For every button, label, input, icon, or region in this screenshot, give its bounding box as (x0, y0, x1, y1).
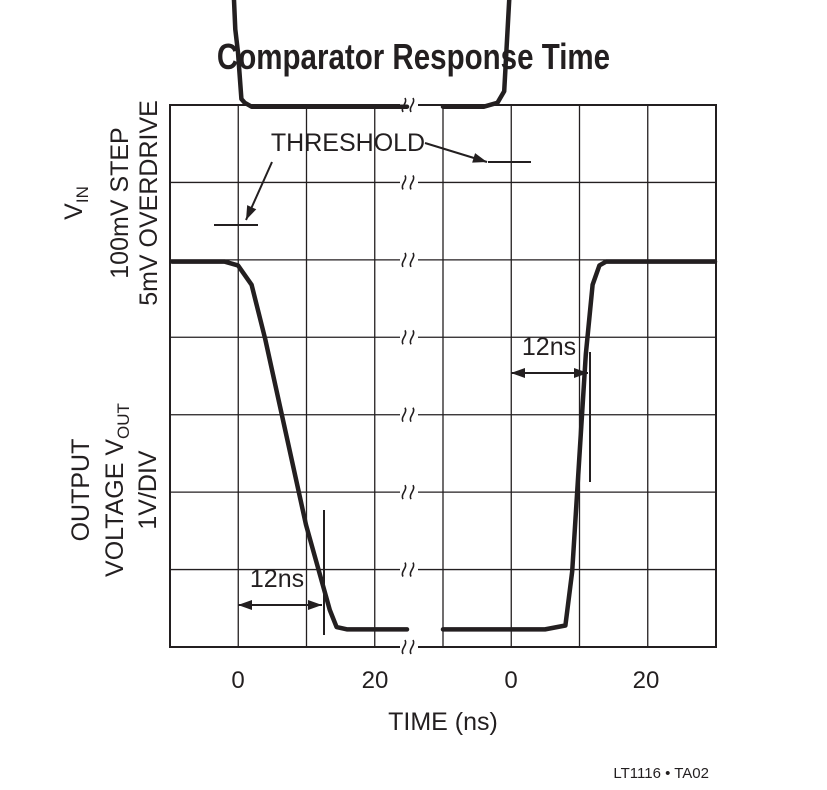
annotations (214, 142, 591, 635)
delay-arrow-rise-head-right (574, 368, 588, 378)
axis-break-mark (409, 329, 415, 345)
top-y-axis-label: VIN 100mV STEP 5mV OVERDRIVE (60, 100, 163, 306)
delay-arrow-fall-head-left (238, 600, 252, 610)
vout-sub: OUT (114, 403, 133, 439)
top-y-axis-line2: 100mV STEP (106, 127, 134, 278)
vin-main: V (60, 203, 88, 220)
x-axis-label: TIME (ns) (388, 708, 498, 736)
axis-break-mark (401, 484, 407, 500)
axis-break-mark (409, 252, 415, 268)
threshold-arrow-right-head (472, 153, 487, 163)
axis-break-marks (400, 95, 418, 657)
trace-left-input (231, 0, 410, 109)
delay-label-fall: 12ns (250, 565, 304, 593)
top-y-axis-line3: 5mV OVERDRIVE (135, 100, 163, 306)
axis-break-mark (401, 639, 407, 655)
delay-arrow-fall-head-right (308, 600, 322, 610)
axis-break-mark (409, 484, 415, 500)
x-tick-label-right-20: 20 (633, 667, 660, 694)
x-tick-label-right-0: 0 (504, 667, 517, 694)
waveform-traces (169, 0, 718, 632)
axis-break-mark (401, 252, 407, 268)
svg-text:VOLTAGE VOUT: VOLTAGE VOUT (101, 403, 133, 577)
bottom-y-axis-label: OUTPUT VOLTAGE VOUT 1V/DIV (67, 403, 162, 577)
plot-grid (169, 104, 717, 648)
x-tick-label-left-20: 20 (362, 667, 389, 694)
svg-text:VIN: VIN (60, 186, 92, 220)
bottom-y-axis-line1: OUTPUT (67, 439, 95, 542)
threshold-label: THRESHOLD (271, 129, 425, 157)
axis-break-mark (401, 329, 407, 345)
axis-break-mark (409, 562, 415, 577)
trace-right-output (440, 259, 718, 632)
bottom-y-axis-line3: 1V/DIV (134, 450, 162, 530)
threshold-arrow-left-head (246, 205, 257, 220)
axis-break-mark (401, 175, 407, 190)
delay-arrow-rise-head-left (511, 368, 525, 378)
axis-break-mark (401, 407, 407, 423)
figure-id: LT1116 • TA02 (613, 765, 709, 782)
chart-title: Comparator Response Time (216, 36, 611, 77)
vout-main: VOLTAGE V (101, 439, 129, 577)
axis-break-mark (409, 175, 415, 190)
trace-left-output (169, 259, 410, 632)
x-tick-label-left-0: 0 (231, 667, 244, 694)
axis-break-mark (409, 407, 415, 423)
vin-sub: IN (73, 186, 92, 203)
axis-break-mark (401, 562, 407, 577)
axis-break-mark (409, 97, 415, 113)
axis-break-mark (409, 639, 415, 655)
trace-right-input (440, 0, 512, 109)
delay-label-rise: 12ns (522, 333, 576, 361)
